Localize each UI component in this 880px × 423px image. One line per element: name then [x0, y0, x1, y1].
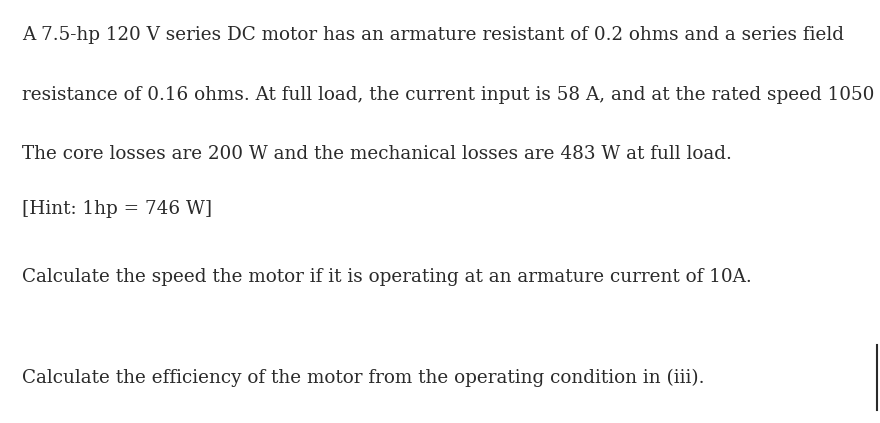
- Text: [Hint: 1hp = 746 W]: [Hint: 1hp = 746 W]: [22, 200, 212, 218]
- Text: A 7.5-hp 120 V series DC motor has an armature resistant of 0.2 ohms and a serie: A 7.5-hp 120 V series DC motor has an ar…: [22, 26, 844, 44]
- Text: The core losses are 200 W and the mechanical losses are 483 W at full load.: The core losses are 200 W and the mechan…: [22, 145, 732, 163]
- Text: resistance of 0.16 ohms. At full load, the current input is 58 A, and at the rat: resistance of 0.16 ohms. At full load, t…: [22, 85, 880, 104]
- Text: Calculate the speed the motor if it is operating at an armature current of 10A.: Calculate the speed the motor if it is o…: [22, 267, 752, 286]
- Text: Calculate the efficiency of the motor from the operating condition in (iii).: Calculate the efficiency of the motor fr…: [22, 369, 705, 387]
